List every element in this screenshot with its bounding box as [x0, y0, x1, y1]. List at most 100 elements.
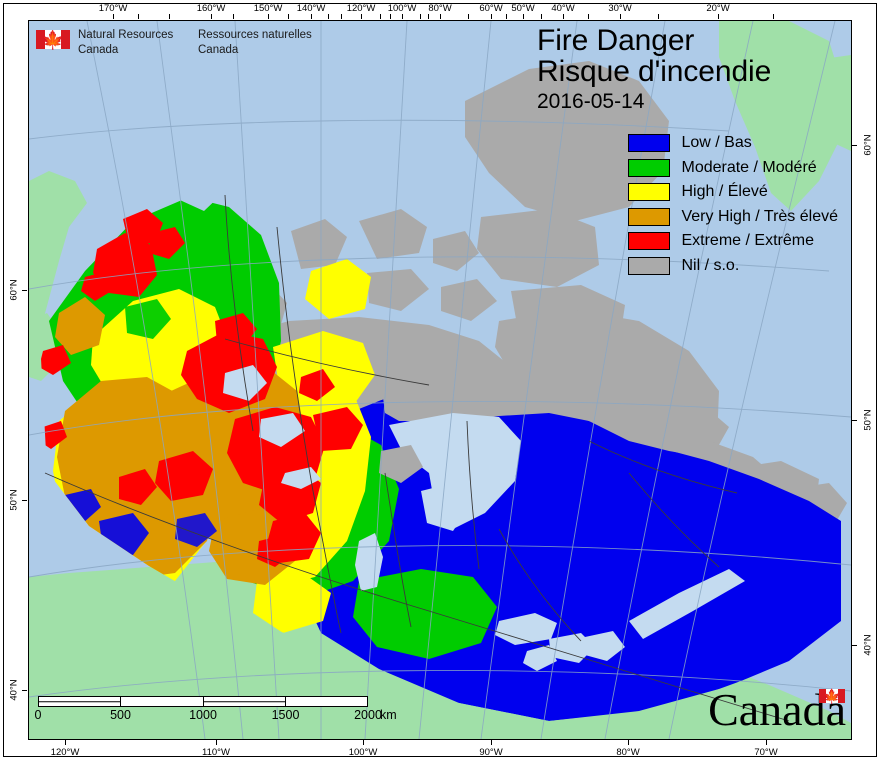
- axis-tick: [22, 690, 27, 691]
- axis-label-bottom: 100°W: [348, 747, 378, 758]
- axis-tick: [718, 14, 719, 19]
- legend-label: Extreme / Extrême: [681, 232, 814, 250]
- axis-label-bottom: 90°W: [479, 747, 503, 758]
- canada-wordmark: Canada 🍁: [708, 687, 846, 733]
- legend-row: Very High / Très élevé: [628, 205, 838, 230]
- axis-tick: [113, 14, 114, 19]
- axis-tick: [233, 14, 234, 19]
- scale-bar-segment: [39, 697, 122, 706]
- legend-label: Very High / Très élevé: [681, 207, 838, 225]
- axis-tick: [852, 145, 857, 146]
- scale-bar-unit: km: [380, 708, 397, 722]
- axis-label-left: 50°N: [8, 489, 20, 511]
- legend-row: Nil / s.o.: [628, 254, 838, 279]
- legend-swatch: [628, 158, 671, 177]
- scale-bar-tick-label: 2000: [354, 708, 382, 722]
- axis-tick: [491, 740, 492, 745]
- axis-label-top: 50°W: [511, 3, 535, 14]
- axis-tick: [380, 14, 381, 19]
- axis-tick: [773, 14, 774, 19]
- axis-tick: [390, 14, 391, 19]
- axis-tick: [658, 14, 659, 19]
- axis-label-top: 20°W: [706, 3, 730, 14]
- map-graphics: [29, 21, 851, 739]
- axis-tick: [852, 645, 857, 646]
- axis-label-top: 120°W: [346, 3, 376, 14]
- legend-swatch: [628, 134, 671, 153]
- axis-tick: [211, 14, 212, 19]
- legend: Low / Bas Moderate / Modéré High / Élevé Ve…: [628, 131, 838, 278]
- scale-bar-tick-label: 0: [34, 708, 42, 722]
- axis-tick: [363, 740, 364, 745]
- axis-tick: [341, 14, 342, 19]
- axis-label-bottom: 80°W: [616, 747, 640, 758]
- axis-tick: [491, 14, 492, 19]
- axis-tick: [506, 14, 507, 19]
- legend-row: Moderate / Modéré: [628, 156, 838, 181]
- legend-label: Low / Bas: [681, 134, 752, 152]
- scale-bar-labels: 0 500 1000 1500 2000 km: [34, 708, 410, 724]
- axis-label-right: 60°N: [862, 134, 874, 156]
- axis-label-top: 40°W: [551, 3, 575, 14]
- legend-swatch: [628, 183, 671, 202]
- axis-tick: [311, 14, 312, 19]
- axis-tick: [328, 14, 329, 19]
- legend-swatch: [628, 232, 671, 251]
- scale-bar-tick-label: 500: [110, 708, 131, 722]
- axis-label-top: 170°W: [98, 3, 128, 14]
- axis-tick: [563, 14, 564, 19]
- legend-row: High / Élevé: [628, 180, 838, 205]
- graticule-layer: [29, 21, 851, 739]
- nrcan-wordmark-fr: Ressources naturelles Canada: [198, 28, 318, 57]
- page-title-en: Fire Danger: [537, 24, 695, 57]
- axis-tick: [523, 14, 524, 19]
- axis-tick: [22, 290, 27, 291]
- outer-frame: [3, 3, 877, 757]
- axis-label-top: 30°W: [608, 3, 632, 14]
- legend-swatch: [628, 256, 671, 275]
- axis-label-top: 60°W: [479, 3, 503, 14]
- axis-label-top: 100°W: [387, 3, 417, 14]
- scale-bar-track: [38, 696, 368, 707]
- axis-tick: [620, 14, 621, 19]
- canada-flag-icon: 🍁: [36, 30, 70, 49]
- scale-bar-segment: [121, 697, 204, 706]
- legend-label: Moderate / Modéré: [681, 158, 817, 176]
- axis-label-top: 140°W: [296, 3, 326, 14]
- axis-tick: [468, 14, 469, 19]
- axis-label-bottom: 120°W: [50, 747, 80, 758]
- axis-label-top: 80°W: [428, 3, 452, 14]
- axis-tick: [420, 14, 421, 19]
- axis-tick: [361, 14, 362, 19]
- axis-tick: [402, 14, 403, 19]
- axis-tick: [852, 420, 857, 421]
- scale-bar-tick-label: 1500: [271, 708, 300, 722]
- axis-tick: [138, 14, 139, 19]
- scale-bar-tick-label: 1000: [189, 708, 217, 722]
- axis-label-left: 60°N: [8, 279, 20, 301]
- legend-row: Extreme / Extrême: [628, 229, 838, 254]
- legend-label: Nil / s.o.: [681, 256, 740, 274]
- scale-bar-segment: [204, 697, 286, 706]
- axis-label-right: 50°N: [862, 409, 874, 431]
- axis-label-bottom: 70°W: [754, 747, 778, 758]
- axis-tick: [65, 740, 66, 745]
- axis-tick: [216, 740, 217, 745]
- axis-label-left: 40°N: [8, 679, 20, 701]
- page-title-fr: Risque d'incendie: [537, 55, 772, 89]
- nrcan-fr-line2: Canada: [198, 43, 239, 56]
- axis-label-top: 150°W: [253, 3, 283, 14]
- legend-label: High / Élevé: [681, 183, 768, 201]
- nrcan-en-line1: Natural Resources: [78, 29, 174, 41]
- map-date: 2016-05-14: [537, 90, 645, 114]
- political-borders-layer: [44, 194, 790, 722]
- scale-bar: 0 500 1000 1500 2000 km: [34, 696, 410, 724]
- axis-tick: [268, 14, 269, 19]
- axis-tick: [22, 500, 27, 501]
- axis-tick: [169, 14, 170, 19]
- map-canvas[interactable]: [28, 20, 852, 740]
- axis-tick: [541, 14, 542, 19]
- map-clip: [29, 21, 851, 739]
- axis-tick: [588, 14, 589, 19]
